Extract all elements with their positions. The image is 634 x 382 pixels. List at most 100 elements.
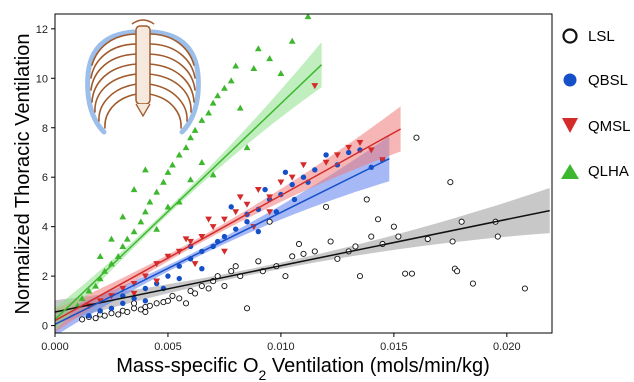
data-point-lsl — [137, 306, 144, 313]
data-point-qmsl — [345, 144, 353, 151]
y-tick-label: 8 — [42, 123, 48, 135]
confidence-band-qlha — [55, 42, 322, 332]
x-tick-label: 0.010 — [267, 341, 295, 353]
legend-label-qbsl: QBSL — [588, 72, 628, 89]
data-point-qbsl — [97, 308, 103, 314]
data-point-qlha — [227, 77, 235, 84]
legend-label-qmsl: QMSL — [588, 118, 631, 135]
data-point-qmsl — [311, 83, 319, 90]
data-point-qlha — [137, 218, 145, 225]
y-axis-title: Normalized Thoracic Ventilation — [12, 34, 34, 315]
data-point-lsl — [142, 308, 149, 316]
data-point-qmsl — [379, 157, 386, 164]
data-point-lsl — [368, 233, 375, 240]
data-point-lsl — [108, 310, 115, 317]
data-point-qlha — [85, 287, 93, 294]
data-point-lsl — [402, 270, 409, 277]
data-point-qmsl — [187, 238, 194, 245]
data-point-qbsl — [176, 263, 182, 269]
data-point-lsl — [243, 305, 251, 312]
data-point-qlha — [205, 109, 213, 116]
data-point-qlha — [266, 55, 274, 62]
data-point-lsl — [192, 290, 199, 297]
data-point-qlha — [304, 14, 312, 20]
data-point-qlha — [123, 235, 131, 242]
data-point-lsl — [92, 315, 99, 322]
data-points — [74, 14, 528, 323]
data-point-qlha — [78, 294, 86, 301]
data-point-qmsl — [288, 174, 296, 181]
data-point-qmsl — [191, 261, 199, 268]
data-point-lsl — [101, 312, 108, 319]
data-point-qbsl — [233, 226, 239, 232]
data-point-qlha — [169, 161, 176, 168]
data-point-lsl — [424, 235, 431, 243]
data-point-lsl — [255, 258, 262, 265]
legend-marker-qmsl — [562, 118, 578, 133]
y-tick-label: 4 — [42, 222, 48, 234]
data-point-qmsl — [367, 147, 375, 154]
data-point-qlha — [175, 151, 183, 158]
data-point-lsl — [390, 223, 397, 230]
data-point-qbsl — [244, 219, 250, 225]
data-point-qlha — [187, 134, 194, 141]
data-point-qlha — [250, 65, 258, 72]
data-point-qmsl — [141, 273, 149, 280]
data-point-qlha — [96, 275, 104, 282]
x-tick-label: 0.005 — [154, 341, 182, 353]
plot-frame — [54, 13, 553, 334]
data-point-qlha — [288, 37, 296, 44]
data-point-lsl — [79, 316, 86, 323]
y-tick-label: 6 — [42, 172, 48, 184]
legend-marker-lsl — [562, 28, 578, 44]
data-point-lsl — [198, 282, 205, 290]
legend-marker-qlha — [561, 164, 579, 179]
data-point-qbsl — [86, 312, 92, 319]
data-point-lsl — [413, 134, 420, 141]
data-point-lsl — [221, 282, 228, 290]
data-point-qlha — [119, 213, 127, 220]
data-point-qlha — [209, 171, 217, 178]
data-point-qlha — [146, 198, 154, 205]
data-point-qmsl — [164, 253, 172, 260]
fit-line-lsl — [55, 209, 550, 313]
data-point-qbsl — [345, 149, 352, 156]
data-point-qbsl — [165, 273, 171, 279]
data-point-qlha — [101, 267, 109, 274]
x-tick-label: 0.020 — [493, 341, 521, 353]
data-point-qlha — [108, 235, 115, 242]
data-point-lsl — [153, 300, 160, 307]
data-point-lsl — [494, 233, 501, 240]
data-point-qlha — [153, 225, 161, 232]
data-point-lsl — [356, 273, 364, 280]
data-point-qmsl — [153, 278, 161, 285]
data-point-lsl — [124, 308, 131, 316]
data-point-qlha — [119, 243, 127, 250]
data-point-qbsl — [289, 181, 295, 188]
data-point-qmsl — [130, 290, 138, 297]
confidence-band-lsl — [55, 188, 550, 324]
data-point-qbsl — [255, 228, 262, 235]
data-point-qlha — [277, 69, 285, 76]
data-point-qbsl — [120, 300, 126, 307]
data-point-qmsl — [356, 139, 364, 146]
data-point-qlha — [130, 228, 138, 235]
data-point-qmsl — [205, 216, 213, 223]
data-point-lsl — [176, 295, 183, 302]
data-point-qlha — [160, 178, 167, 185]
data-point-lsl — [408, 270, 415, 277]
x-tick-label: 0.000 — [41, 341, 69, 353]
data-point-lsl — [334, 255, 341, 262]
x-axis-title-main: Mass-specific O — [116, 355, 258, 377]
y-tick-label: 2 — [42, 271, 48, 283]
data-point-qmsl — [221, 216, 228, 223]
data-point-qlha — [141, 208, 149, 215]
x-axis-ticks: 0.000 0.005 0.010 0.015 0.020 — [41, 333, 521, 353]
data-point-qmsl — [300, 162, 307, 169]
data-point-qlha — [236, 104, 244, 111]
data-point-lsl — [449, 238, 456, 245]
data-point-lsl — [447, 179, 454, 186]
data-point-qmsl — [243, 201, 251, 208]
x-tick-label: 0.015 — [380, 341, 408, 353]
data-point-qbsl — [108, 305, 115, 311]
